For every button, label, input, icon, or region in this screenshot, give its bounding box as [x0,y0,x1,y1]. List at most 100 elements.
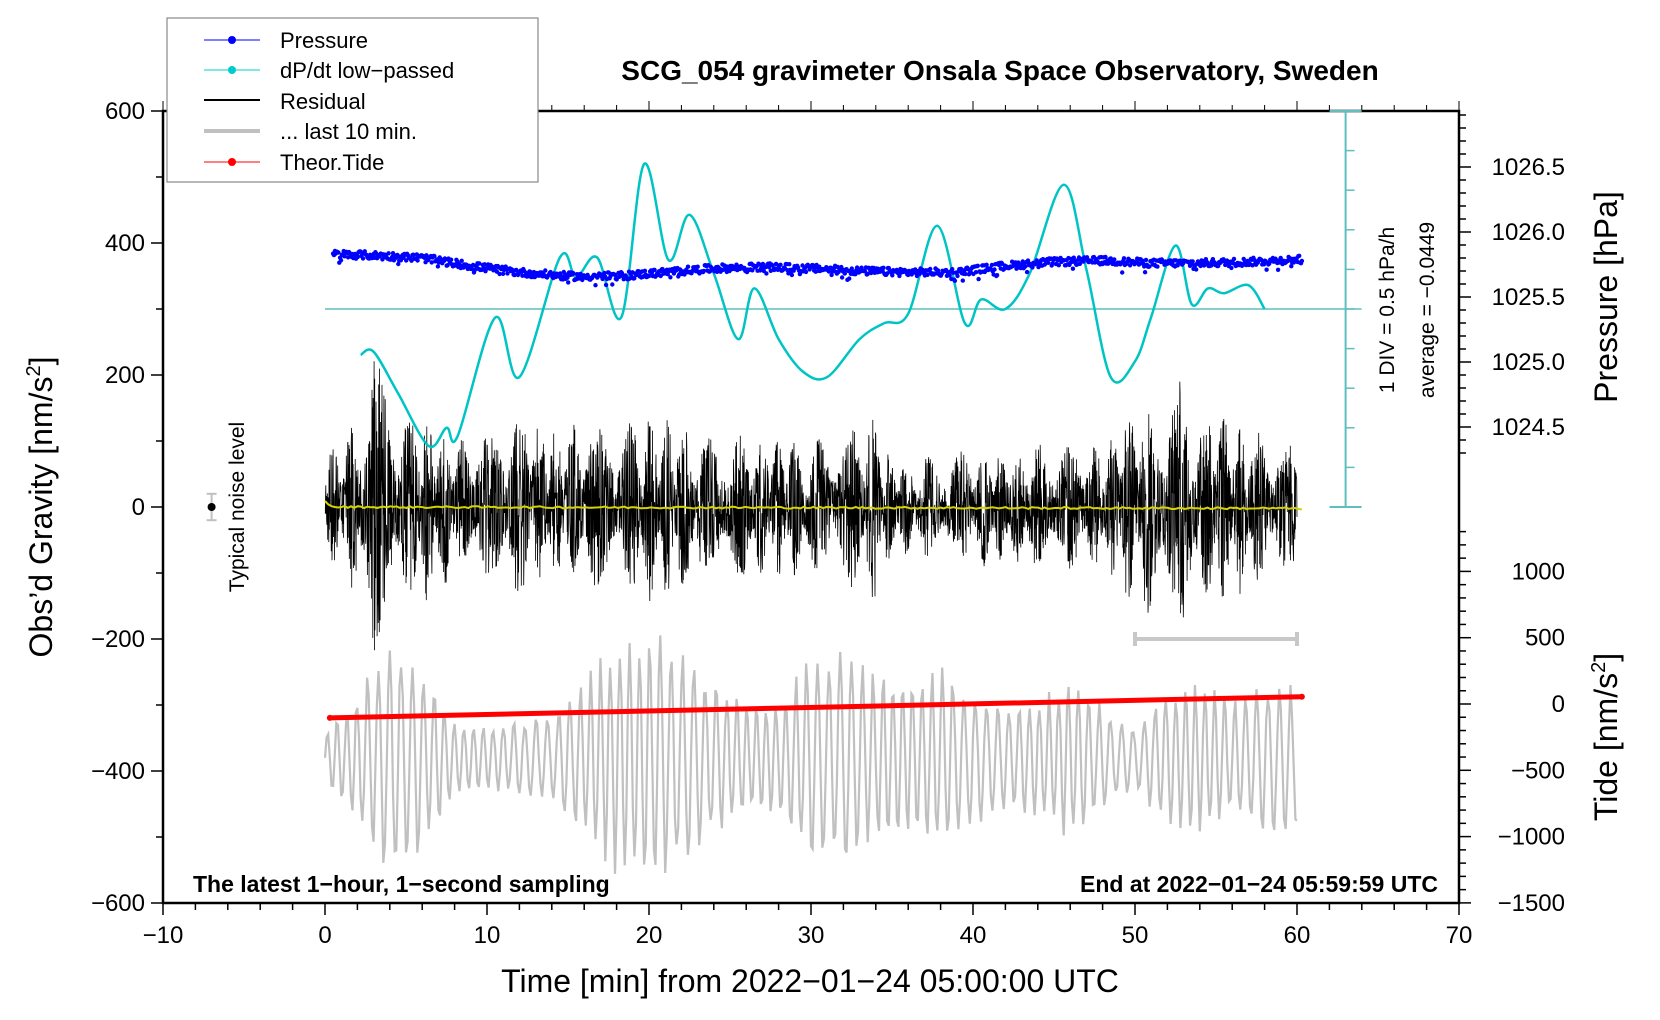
pressure-point [994,273,1000,278]
pressure-point [829,272,834,278]
pressure-point [404,258,409,263]
pressure-point [472,267,478,273]
pressure-point [1042,262,1047,267]
pressure-point [593,283,598,288]
pressure-point [1024,269,1030,275]
pressure-point [1016,260,1021,265]
pressure-point [1297,253,1302,258]
pressure-point [360,256,366,261]
pressure-point [963,271,968,277]
pressure-point [448,257,454,262]
pressure-point [411,252,416,257]
pressure-point [1143,257,1149,263]
pressure-point [770,263,775,268]
pressure-point [764,271,769,276]
pressure-point [965,267,971,272]
pressure-point [632,276,637,281]
tide-line [329,694,1302,721]
pressure-point [566,280,571,285]
pressure-point [338,258,344,263]
x-tick-label: 20 [636,922,663,949]
pressure-point [642,268,648,273]
pressure-point [1241,256,1246,262]
pressure-point [958,266,964,272]
pressure-point [1120,270,1125,275]
pressure-point [973,270,979,275]
pressure-point [435,264,441,269]
noise-level-label: Typical noise level [226,422,249,592]
pressure-point [839,275,845,280]
dpdt-line [359,162,1266,449]
pressure-point [935,268,941,273]
pressure-point [610,282,615,287]
pressure-point [950,267,955,272]
y-tick-label: −200 [91,626,145,653]
legend-label-pressure: Pressure [280,28,368,53]
pressure-point [826,269,832,274]
pressure-point [1077,261,1083,266]
pressure-tick-label: 1026.5 [1492,154,1565,181]
residual-series [324,361,1298,651]
y-axis-title-left-sup: 2 [23,365,45,376]
pressure-point [1210,257,1216,262]
x-tick-label: 30 [798,922,825,949]
legend-marker-dpdt [228,66,236,74]
legend-marker-pressure [228,36,236,44]
residual-line [324,361,1298,651]
pressure-tick-label: 1025.5 [1492,284,1565,311]
pressure-point [1278,255,1283,261]
pressure-point [1070,266,1076,271]
y-tick-label: −600 [91,890,145,917]
end-time-annotation: End at 2022−01−24 05:59:59 UTC [1080,871,1438,897]
pressure-tick-label: 1025.0 [1492,349,1565,376]
tide-tick-label: −500 [1511,757,1565,784]
pressure-point [992,267,997,272]
y-axis-title-left-end: ] [23,357,59,366]
legend-item-pressure: Pressure [204,28,368,53]
noise-level-marker [206,492,217,522]
pressure-point [1121,256,1127,261]
y-tick-label: 600 [105,98,145,125]
pressure-point [976,276,981,282]
last-10-min-line [323,635,1298,874]
x-axis-title: Time [min] from 2022−01−24 05:00:00 UTC [501,963,1119,999]
tide-axis-title-end: ] [1588,653,1624,662]
pressure-point [1231,256,1237,262]
pressure-point [1142,270,1148,275]
theoretical-tide-series [326,693,1305,721]
pressure-point [668,275,673,280]
pressure-series [330,248,1305,288]
y-axis-title-left-main: Obs’d Gravity [nm/s [23,377,59,658]
last-10-min-series [323,635,1298,874]
pressure-point [652,267,657,273]
pressure-point [429,260,434,265]
pressure-point [928,266,933,272]
pressure-point [847,276,852,281]
pressure-point [514,267,519,273]
pressure-point [482,262,487,267]
pressure-point [477,261,482,266]
pressure-point [1084,255,1090,260]
pressure-point [890,273,895,278]
pressure-point [701,268,707,274]
pressure-point [603,282,609,288]
pressure-point [1275,267,1281,272]
y-tick-label: −400 [91,758,145,785]
pressure-point [1198,263,1203,269]
pressure-point [505,271,510,276]
pressure-point [1046,260,1051,265]
pressure-point [355,254,360,260]
pressure-point [1147,264,1152,269]
pressure-point [1299,258,1305,264]
pressure-point [432,253,437,259]
pressure-point [865,271,870,277]
x-tick-label: 0 [318,922,331,949]
pressure-point [571,271,576,276]
tide-tick-label: −1000 [1498,824,1565,851]
pressure-tick-label: 1026.0 [1492,219,1565,246]
x-tick-label: −10 [143,922,184,949]
pressure-point [685,264,691,269]
pressure-point [415,258,420,263]
pressure-point [1190,259,1195,264]
pressure-point [789,272,795,278]
